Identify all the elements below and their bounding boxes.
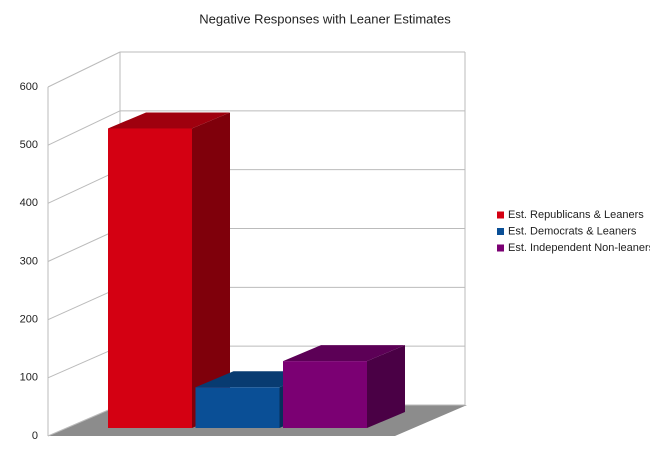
bar-side <box>192 112 230 429</box>
bar <box>283 361 367 428</box>
grid-line-side <box>47 51 121 88</box>
y-tick-label: 0 <box>32 430 38 442</box>
bar-top <box>283 345 405 362</box>
y-tick-label: 500 <box>20 139 38 151</box>
legend-label: Est. Republicans & Leaners <box>508 209 644 221</box>
y-tick-label: 600 <box>20 81 38 93</box>
legend-swatch <box>497 228 504 235</box>
bar <box>195 387 280 428</box>
y-tick-label: 300 <box>20 255 38 267</box>
legend-swatch <box>497 211 504 219</box>
y-tick-label: 200 <box>20 314 38 326</box>
legend-swatch <box>497 244 504 252</box>
legend-label: Est. Independent Non-leaners <box>508 242 650 254</box>
y-tick-label: 400 <box>20 197 38 209</box>
bar-top <box>108 112 230 129</box>
legend-label: Est. Democrats & Leaners <box>508 225 637 237</box>
bar-side <box>367 345 405 428</box>
chart-title: Negative Responses with Leaner Estimates <box>199 11 451 26</box>
y-tick-label: 100 <box>20 372 38 384</box>
bar <box>108 128 192 429</box>
grid-line-side <box>47 110 121 146</box>
